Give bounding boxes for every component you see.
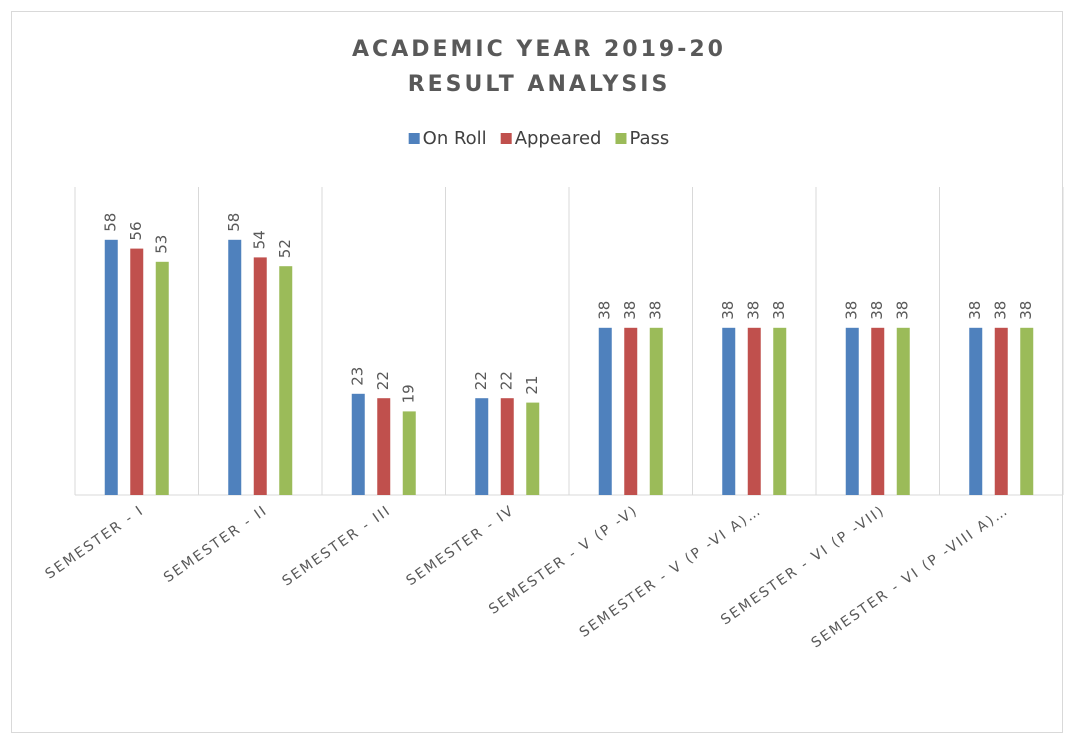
data-label: 38 xyxy=(719,301,737,320)
legend-swatch xyxy=(615,133,627,144)
data-label: 38 xyxy=(966,301,984,320)
data-label: 22 xyxy=(498,371,516,390)
data-label: 22 xyxy=(472,371,490,390)
data-label: 54 xyxy=(251,230,269,249)
bar xyxy=(351,393,365,495)
data-label: 21 xyxy=(523,376,541,395)
legend-label: Pass xyxy=(629,128,669,149)
bar xyxy=(747,327,761,495)
data-label: 38 xyxy=(894,301,912,320)
bar xyxy=(228,239,242,495)
data-label: 58 xyxy=(102,213,120,232)
bar xyxy=(624,327,638,495)
data-label: 38 xyxy=(992,301,1010,320)
legend-swatch xyxy=(500,133,512,144)
bar xyxy=(500,398,514,495)
data-label: 19 xyxy=(400,384,418,403)
bar xyxy=(649,327,663,495)
data-label: 38 xyxy=(843,301,861,320)
data-label: 38 xyxy=(745,301,763,320)
data-label: 38 xyxy=(1017,301,1035,320)
data-label: 38 xyxy=(621,301,639,320)
bar xyxy=(377,398,391,495)
bar xyxy=(155,261,169,495)
bar xyxy=(130,248,144,495)
bar xyxy=(1020,327,1034,495)
data-label: 38 xyxy=(868,301,886,320)
data-label: 56 xyxy=(127,222,145,241)
legend-swatch xyxy=(408,133,420,144)
bar xyxy=(871,327,885,495)
data-label: 38 xyxy=(596,301,614,320)
bar xyxy=(526,402,540,495)
data-label: 52 xyxy=(276,239,294,258)
chart-title: ACADEMIC YEAR 2019-20 xyxy=(352,37,726,62)
bar xyxy=(598,327,612,495)
data-label: 53 xyxy=(153,235,171,254)
legend-label: Appeared xyxy=(515,128,602,149)
bar xyxy=(773,327,787,495)
data-label: 38 xyxy=(770,301,788,320)
bar xyxy=(402,411,416,495)
data-label: 38 xyxy=(647,301,665,320)
bar xyxy=(845,327,859,495)
data-label: 23 xyxy=(349,367,367,386)
bar xyxy=(253,257,267,495)
chart-border xyxy=(11,11,1063,733)
bar xyxy=(104,239,118,495)
data-label: 58 xyxy=(225,213,243,232)
bar xyxy=(969,327,983,495)
bar xyxy=(475,398,489,495)
bar xyxy=(722,327,736,495)
bar xyxy=(279,266,293,495)
bar xyxy=(896,327,910,495)
data-label: 22 xyxy=(374,371,392,390)
legend-label: On Roll xyxy=(423,128,487,149)
chart-title: RESULT ANALYSIS xyxy=(408,72,671,97)
bar xyxy=(994,327,1008,495)
